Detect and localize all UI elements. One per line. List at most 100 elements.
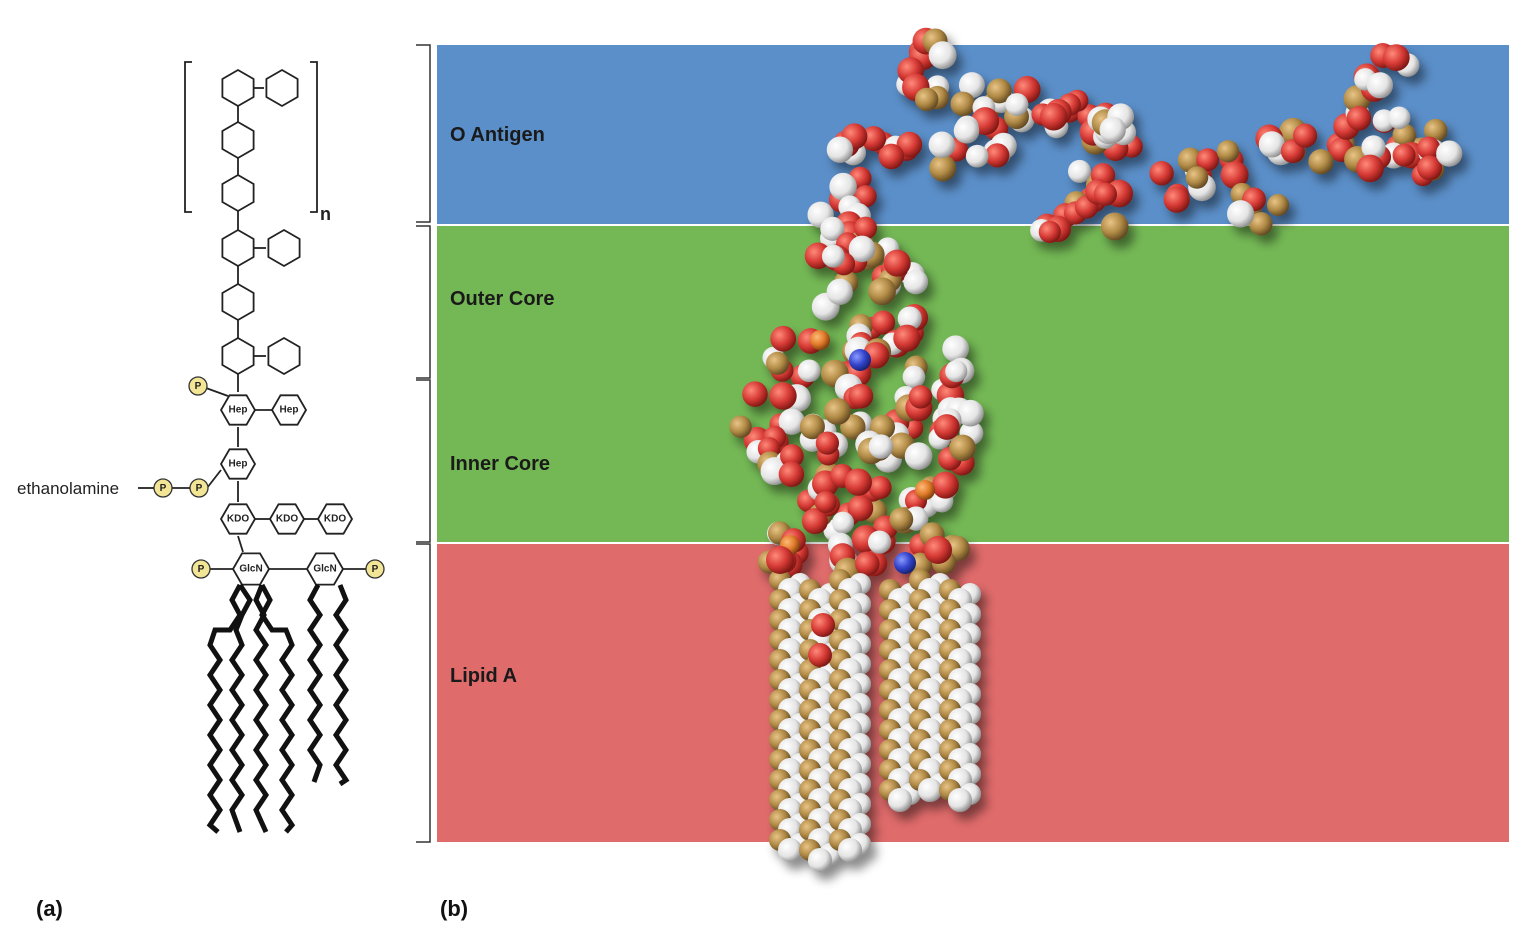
atom — [1356, 154, 1384, 183]
atom — [958, 72, 985, 99]
panel-a-label: (a) — [36, 896, 63, 921]
atom — [801, 508, 828, 535]
atom — [811, 613, 835, 637]
atom — [918, 778, 942, 802]
atom — [854, 216, 878, 240]
branch-ring-0 — [265, 68, 299, 108]
atom — [848, 383, 874, 409]
inner-core-label: Inner Core — [450, 453, 551, 475]
atom — [810, 330, 830, 350]
hep-label-1: Hep — [229, 405, 248, 416]
atom — [1436, 140, 1463, 167]
atom — [945, 360, 968, 383]
atom — [820, 216, 845, 241]
lps-structure-diagram: Hep Hep Hep P P P KDO KDO KDO GlcN GlcN P P — [138, 61, 385, 586]
atom — [1249, 212, 1273, 236]
hep-ring-2 — [270, 394, 308, 426]
atom — [808, 848, 832, 872]
atom — [778, 461, 805, 488]
atom — [1423, 118, 1448, 143]
lps-space-filling-model — [729, 27, 1463, 872]
atom — [903, 269, 929, 295]
atom — [1099, 116, 1126, 143]
sugar-ring-5 — [221, 336, 255, 376]
atom — [868, 434, 894, 459]
sugar-ring-2 — [221, 173, 255, 213]
atom — [1417, 136, 1441, 160]
bracket-lipid-a — [416, 543, 431, 843]
core-band — [437, 226, 1509, 542]
phosphate-glcn2 — [365, 559, 385, 579]
atom — [942, 335, 969, 363]
atom — [888, 788, 912, 812]
atom — [950, 91, 976, 117]
atom — [742, 381, 768, 407]
atom — [1226, 200, 1255, 228]
sugar-ring-3 — [221, 228, 255, 268]
hep-ring-3 — [219, 448, 257, 480]
atom — [949, 434, 976, 462]
acyl-chains — [206, 583, 350, 834]
atom — [829, 172, 857, 201]
atom — [1361, 135, 1386, 160]
atom — [924, 536, 952, 564]
atom — [861, 126, 887, 152]
atom — [902, 365, 926, 389]
atom — [1220, 160, 1249, 189]
atom — [779, 444, 804, 468]
sugar-ring-1 — [221, 120, 255, 160]
atom — [1417, 155, 1443, 181]
atom — [894, 552, 916, 574]
atom — [838, 838, 862, 862]
atom — [868, 277, 896, 306]
atom — [878, 143, 905, 170]
atom — [867, 530, 892, 554]
phosphate-bond — [205, 387, 229, 397]
atom — [948, 788, 972, 812]
atom — [929, 154, 957, 182]
atom — [847, 495, 874, 522]
atom — [766, 546, 794, 574]
atom — [1093, 182, 1118, 206]
kdo-label-1: KDO — [227, 514, 249, 525]
atom — [931, 471, 959, 499]
atom — [821, 244, 845, 268]
phosphate-hep1-text: P — [195, 381, 202, 392]
atom — [928, 131, 956, 158]
atom — [844, 468, 872, 496]
atom — [778, 408, 805, 435]
phosphate-hep3-a-text: P — [196, 483, 203, 494]
atom — [1196, 148, 1220, 172]
phosphate-glcn1-text: P — [198, 564, 205, 575]
atom — [915, 480, 935, 500]
atom — [1038, 220, 1061, 243]
atom — [868, 475, 892, 500]
phosphate-bond — [206, 469, 222, 489]
glcn-label-1: GlcN — [239, 564, 262, 575]
sugar-ring-4 — [221, 282, 255, 322]
atom — [897, 306, 922, 331]
kdo-ring-2 — [268, 503, 306, 535]
atom — [914, 87, 939, 112]
atom — [815, 431, 840, 455]
phosphate-glcn2-text: P — [372, 564, 379, 575]
atom — [1100, 212, 1129, 241]
outer-core-label: Outer Core — [450, 288, 555, 310]
atom — [1149, 161, 1174, 186]
atom — [1216, 140, 1240, 163]
atom — [778, 838, 802, 862]
atom — [826, 278, 853, 305]
atom — [953, 117, 980, 144]
atom — [826, 136, 854, 163]
kdo-ring-3 — [316, 503, 354, 535]
glcn-ring-2 — [305, 552, 345, 586]
phosphate-hep3-b-text: P — [160, 483, 167, 494]
atom — [1039, 102, 1068, 131]
atom — [1163, 186, 1190, 213]
panel-b-label: (b) — [440, 896, 469, 921]
atom — [770, 325, 797, 352]
bracket-outer-core — [416, 225, 431, 379]
atom — [1267, 193, 1290, 217]
bracket-o-antigen — [416, 44, 431, 223]
atom — [1392, 123, 1417, 148]
